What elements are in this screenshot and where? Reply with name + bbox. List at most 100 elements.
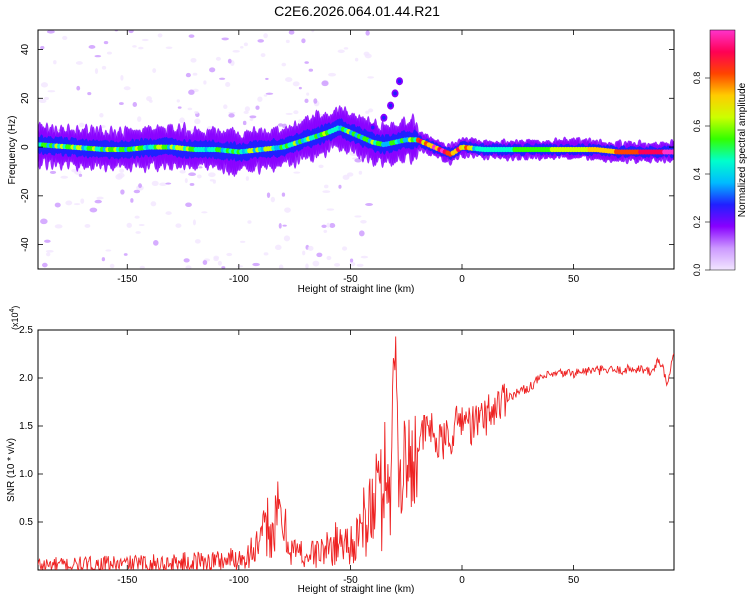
noise-blob (227, 58, 232, 64)
noise-blob (365, 110, 370, 114)
noise-blob (184, 178, 188, 184)
branch-core (370, 125, 375, 130)
noise-blob (44, 239, 51, 243)
noise-blob (285, 39, 290, 44)
noise-blob (368, 108, 374, 113)
noise-blob (202, 260, 208, 266)
colorbar-frame (709, 29, 736, 271)
noise-blob (115, 173, 123, 180)
noise-blob (257, 39, 264, 43)
y-tick-label: 2.0 (19, 373, 33, 384)
noise-blob (132, 101, 138, 108)
y-tick-label: 0.5 (19, 517, 33, 528)
spectrogram-y-ticks: -40 -20 0 20 40 (20, 44, 674, 252)
noise-blob (337, 49, 345, 54)
snr-multiplier: (x104) (9, 306, 20, 330)
noise-blob (263, 94, 268, 97)
noise-blob (94, 199, 102, 204)
noise-blob (123, 253, 128, 256)
noise-blob (302, 250, 306, 256)
noise-blob (109, 263, 115, 269)
noise-blob (346, 172, 354, 177)
noise-blob (47, 90, 56, 93)
snr-x-label: Height of straight line (km) (298, 584, 415, 595)
noise-blob (159, 182, 167, 187)
noise-blob (203, 80, 207, 85)
branch-core (397, 79, 402, 84)
noise-blob (245, 176, 250, 181)
noise-blob (45, 250, 54, 253)
noise-blob (321, 80, 329, 87)
noise-blob (62, 35, 68, 40)
noise-blob (118, 102, 124, 105)
noise-blob (198, 166, 203, 169)
y-tick-label: 40 (20, 44, 31, 56)
spectrogram-x-ticks: -150 -100 -50 0 50 (117, 30, 580, 285)
noise-blob (349, 261, 356, 267)
noise-blob (89, 207, 98, 213)
noise-blob (209, 67, 216, 73)
noise-blob (165, 46, 173, 50)
noise-blob (103, 41, 109, 45)
noise-blob (363, 51, 370, 57)
x-tick-label: 50 (568, 274, 580, 285)
noise-blob (192, 72, 198, 76)
noise-blob (194, 118, 201, 125)
y-tick-label: 1.5 (19, 421, 33, 432)
noise-blob (194, 239, 201, 244)
noise-blob (301, 38, 306, 44)
noise-blob (137, 116, 142, 122)
snr-y-ticks: 0.5 1.0 1.5 2.0 2.5 (19, 325, 674, 528)
noise-blob (54, 202, 61, 208)
noise-blob (177, 106, 182, 109)
noise-blob (165, 211, 172, 215)
noise-blob (313, 98, 318, 104)
noise-blob (101, 65, 107, 70)
noise-blob (188, 172, 196, 177)
noise-blob (188, 34, 195, 38)
noise-blob (217, 260, 222, 266)
noise-blob (185, 202, 192, 208)
x-tick-label: -100 (229, 274, 249, 285)
noise-blob (139, 265, 145, 269)
noise-blob (221, 37, 229, 41)
noise-blob (73, 203, 81, 206)
noise-blob (138, 183, 142, 189)
noise-blob (365, 203, 373, 206)
noise-blob (75, 61, 83, 65)
noise-blob (76, 85, 81, 91)
noise-blob (40, 82, 49, 88)
noise-blob (255, 105, 260, 110)
noise-blob (249, 115, 257, 119)
noise-blob (152, 68, 157, 74)
noise-blob (326, 255, 332, 261)
y-tick-label: 20 (20, 92, 31, 104)
noise-blob (266, 192, 271, 198)
noise-blob (84, 224, 91, 228)
colorbar-tick-label: 0.2 (692, 216, 702, 229)
noise-blob (175, 223, 182, 228)
noise-blob (232, 49, 240, 53)
noise-blob (236, 265, 244, 268)
noise-blob (304, 61, 309, 64)
noise-blob (274, 244, 282, 251)
noise-blob (40, 218, 48, 225)
noise-blob (293, 110, 299, 115)
noise-blob (218, 77, 226, 80)
noise-blob (354, 158, 362, 163)
noise-blob (281, 62, 287, 67)
noise-blob (60, 175, 69, 179)
noise-blob (282, 224, 287, 227)
noise-blob (326, 222, 331, 228)
noise-blob (292, 81, 300, 87)
noise-blob (151, 180, 159, 186)
noise-blob (223, 104, 228, 110)
noise-blob (323, 229, 328, 233)
noise-blob (212, 179, 216, 184)
noise-blob (96, 196, 104, 200)
noise-blob (312, 260, 320, 267)
noise-blob (249, 118, 254, 122)
noise-blob (165, 182, 172, 185)
noise-blob (318, 164, 324, 169)
noise-blob (138, 46, 144, 50)
